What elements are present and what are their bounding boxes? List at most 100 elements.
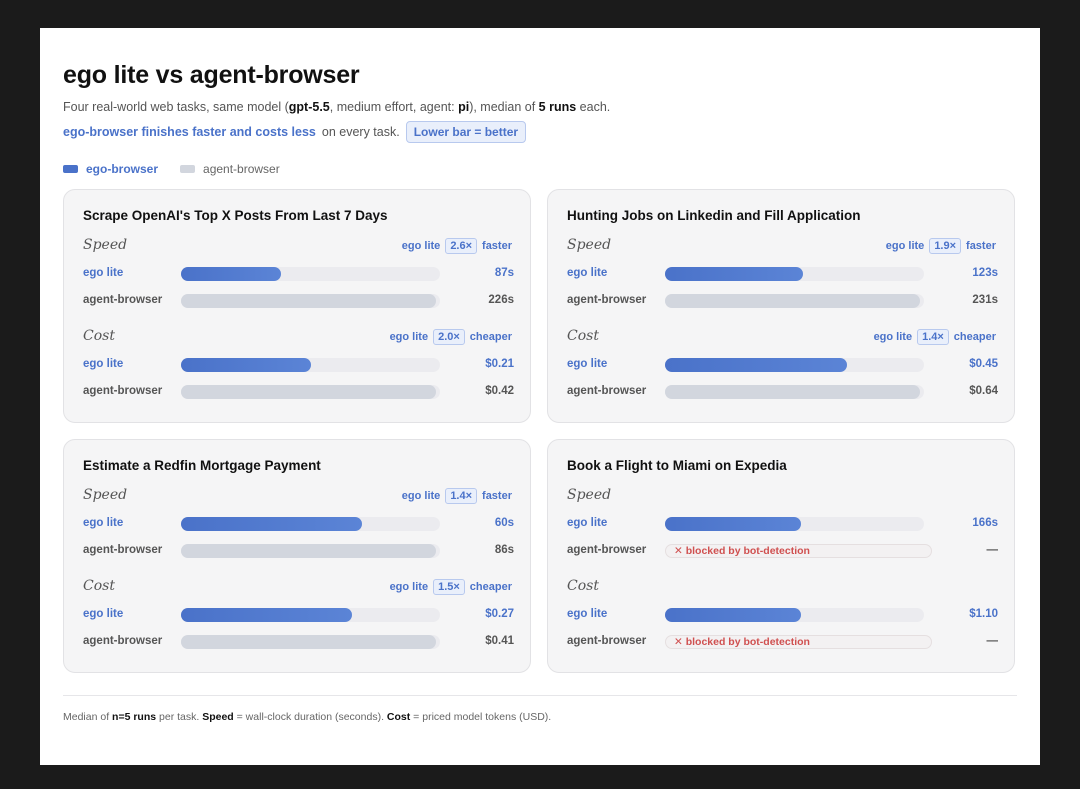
ego-value: $0.21 (485, 358, 514, 370)
agent-row-label: agent-browser (567, 385, 647, 397)
legend: ego-browser agent-browser (63, 162, 280, 176)
ratio-subject: ego lite (401, 240, 441, 252)
bar-track (181, 544, 440, 558)
tagline-highlight: ego-browser finishes faster and costs le… (63, 125, 316, 139)
agent-value: $0.41 (485, 635, 514, 647)
ego-row: ego lite 166s (548, 516, 1014, 532)
cost-ratio: ego lite 2.0× cheaper (390, 329, 512, 345)
tagline-rest: on every task. (321, 125, 400, 139)
bar-track (665, 608, 924, 622)
agent-row-label: agent-browser (83, 385, 163, 397)
footnote-text: Median of (63, 711, 113, 723)
ratio-word: cheaper (469, 581, 512, 593)
ego-bar (665, 517, 801, 531)
agent-bar (181, 294, 436, 308)
bar-track (665, 358, 924, 372)
speed-heading: Speed (567, 487, 612, 503)
ratio-subject: ego lite (389, 581, 429, 593)
ratio-subject: ego lite (401, 490, 441, 502)
agent-row-label: agent-browser (83, 544, 163, 556)
ratio-subject: ego lite (389, 331, 429, 343)
agent-row-label: agent-browser (567, 635, 647, 647)
bar-track (665, 267, 924, 281)
ego-row-label: ego lite (567, 608, 608, 620)
agent-row-label: agent-browser (567, 294, 647, 306)
ego-row-label: ego lite (567, 358, 608, 370)
legend-label-agent: agent-browser (203, 162, 280, 176)
ego-row: ego lite $0.21 (64, 357, 530, 373)
footnote-text: = priced model tokens (USD). (410, 711, 552, 723)
agent-bar (181, 385, 436, 399)
ego-row-label: ego lite (567, 267, 608, 279)
speed-section: Speed ego lite 2.6× faster ego lite 87s agent-… (64, 237, 530, 327)
subtitle-runs: 5 runs (538, 100, 577, 114)
ego-bar (181, 517, 362, 531)
legend-swatch-ego (63, 165, 78, 173)
agent-row: agent-browser ✕ blocked by bot-detection — (548, 543, 1014, 559)
task-card: Scrape OpenAI's Top X Posts From Last 7 … (63, 189, 531, 423)
ego-row-label: ego lite (83, 358, 124, 370)
ratio-multiplier: 1.4× (445, 488, 478, 504)
blocked-indicator: ✕ blocked by bot-detection (665, 635, 932, 649)
speed-heading: Speed (567, 237, 612, 253)
legend-item-agent: agent-browser (180, 162, 280, 176)
agent-bar (181, 635, 436, 649)
cost-heading: Cost (83, 328, 115, 344)
speed-ratio: ego lite 1.9× faster (886, 238, 996, 254)
blocked-indicator: ✕ blocked by bot-detection (665, 544, 932, 558)
footnote: Median of n=5 runs per task. Speed = wal… (63, 711, 551, 723)
legend-item-ego: ego-browser (63, 162, 158, 176)
bar-track (181, 358, 440, 372)
ratio-multiplier: 1.5× (433, 579, 465, 595)
agent-value: — (986, 635, 999, 647)
legend-label-ego: ego-browser (86, 162, 159, 176)
ego-value: 60s (494, 517, 514, 529)
agent-value: — (986, 544, 999, 556)
ratio-word: faster (482, 240, 512, 252)
cost-heading: Cost (567, 328, 599, 344)
ego-row-label: ego lite (83, 517, 124, 529)
ego-value: 166s (972, 517, 998, 529)
bar-track (181, 294, 440, 308)
ratio-subject: ego lite (885, 240, 925, 252)
ego-value: 87s (494, 267, 514, 279)
ego-bar (665, 608, 801, 622)
ego-row: ego lite $0.45 (548, 357, 1014, 373)
task-card: Book a Flight to Miami on Expedia Speed eg… (547, 439, 1015, 673)
agent-row: agent-browser 231s (548, 293, 1014, 309)
ratio-word: cheaper (469, 331, 512, 343)
ratio-multiplier: 2.0× (433, 329, 465, 345)
speed-heading: Speed (83, 237, 128, 253)
ratio-word: cheaper (953, 331, 996, 343)
footer-divider (63, 695, 1017, 696)
agent-bar (181, 544, 436, 558)
agent-bar (665, 385, 920, 399)
speed-section: Speed ego lite 1.9× faster ego lite 123s agent… (548, 237, 1014, 327)
bar-track (665, 517, 924, 531)
subtitle-text: Four real-world web tasks, same model ( (63, 100, 289, 114)
bar-track (665, 385, 924, 399)
cost-section: Cost ego lite 1.5× cheaper ego lite $0.27 agen… (64, 578, 530, 668)
ego-bar (665, 358, 847, 372)
ego-bar (181, 608, 352, 622)
subtitle-text: ), median of (469, 100, 539, 114)
bar-track (181, 608, 440, 622)
ratio-word: faster (482, 490, 512, 502)
ratio-subject: ego lite (873, 331, 913, 343)
task-title: Estimate a Redfin Mortgage Payment (83, 458, 321, 473)
agent-row-label: agent-browser (567, 544, 647, 556)
subtitle-agent: pi (458, 100, 470, 114)
agent-value: 231s (972, 294, 998, 306)
agent-value: $0.64 (969, 385, 998, 397)
ego-row: ego lite $0.27 (64, 607, 530, 623)
page: ego lite vs agent-browser Four real-worl… (40, 28, 1040, 765)
ego-row: ego lite 87s (64, 266, 530, 282)
legend-swatch-agent (180, 165, 196, 173)
task-card: Hunting Jobs on Linkedin and Fill Applic… (547, 189, 1015, 423)
ratio-word: faster (966, 240, 996, 252)
task-title: Hunting Jobs on Linkedin and Fill Applic… (567, 208, 861, 223)
ego-row: ego lite 123s (548, 266, 1014, 282)
speed-section: Speed ego lite 166s agent-browser ✕ blocked … (548, 487, 1014, 577)
cost-heading: Cost (567, 578, 599, 594)
cost-ratio: ego lite 1.4× cheaper (874, 329, 996, 345)
